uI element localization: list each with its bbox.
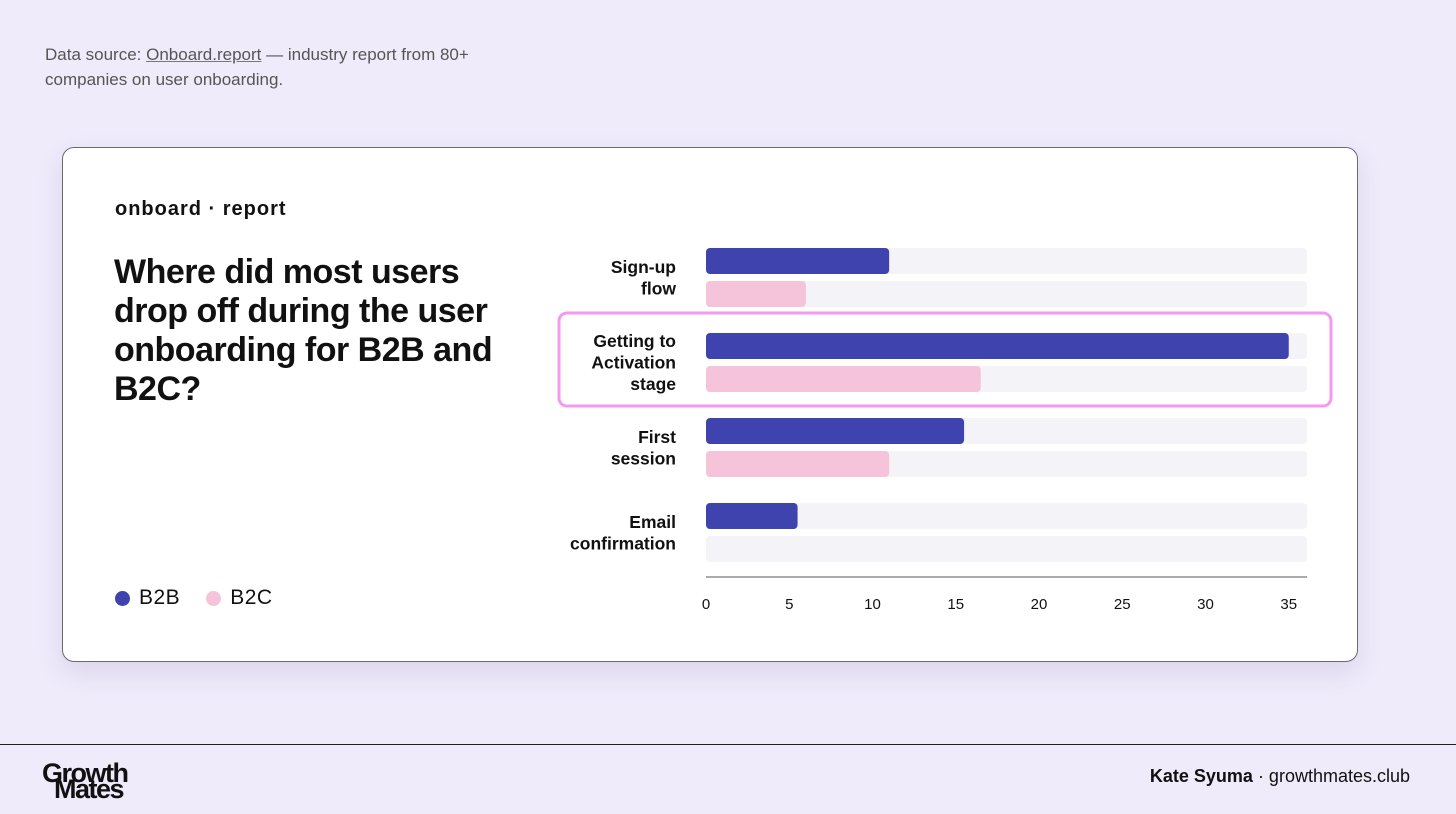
x-tick-label-25: 25 [1114,596,1131,613]
bar-b2c-1 [706,366,981,392]
category-label-2-line-0: First [638,427,676,447]
category-label-3-line-0: Email [629,512,676,532]
x-tick-label-5: 5 [785,596,793,613]
bar-b2b-2 [706,418,965,444]
category-label-0-line-0: Sign-up [611,257,676,277]
data-source-note: Data source: Onboard.report — industry r… [45,42,505,92]
bar-b2b-0 [706,248,890,274]
category-label-1-line-2: stage [630,374,676,394]
legend-item-b2c: B2C [206,586,272,610]
category-label-3-line-1: confirmation [570,533,676,553]
site-url[interactable]: · growthmates.club [1252,766,1410,786]
legend-item-b2b: B2B [115,586,180,610]
logo-word-top: Growth [42,758,129,788]
legend-swatch-b2c [206,590,222,606]
bar-b2b-1 [706,333,1289,359]
legend-label-b2b: B2B [139,586,181,609]
data-source-prefix: Data source: [45,45,147,64]
logo-word-bottom: Mates [54,774,125,804]
x-tick-label-35: 35 [1280,596,1297,613]
data-source-suffix: — industry report from 80+ companies on … [45,45,469,89]
bar-b2b-3 [706,503,798,529]
category-label-1-line-1: Activation [591,353,676,373]
legend-swatch-b2b [115,590,130,606]
footer-divider [0,744,1456,745]
category-label-1-line-0: Getting to [593,331,676,351]
onboard-report-link[interactable]: Onboard.report [146,45,262,64]
category-label-0-line-1: flow [641,278,676,298]
bar-track [706,503,1307,529]
highlight-frame [557,311,1333,408]
chart-legend: B2B B2C [115,586,299,610]
category-label-2-line-1: session [611,448,676,468]
legend-label-b2c: B2C [230,586,273,609]
x-tick-label-0: 0 [702,596,710,613]
x-tick-label-15: 15 [947,596,964,613]
bar-track [706,281,1307,307]
author-name: Kate Syuma [1149,766,1253,786]
brand-label: onboard · report [115,198,287,220]
bar-b2c-2 [706,451,890,477]
author-credit: Kate Syuma · growthmates.club [1150,766,1410,787]
growthmates-logo: Growth Mates [42,758,182,804]
x-tick-label-30: 30 [1197,596,1214,613]
bar-track [706,536,1307,562]
bar-b2c-0 [706,281,806,307]
x-tick-label-20: 20 [1031,596,1048,613]
chart-headline: Where did most users drop off during the… [114,253,493,408]
x-tick-label-10: 10 [864,596,881,613]
